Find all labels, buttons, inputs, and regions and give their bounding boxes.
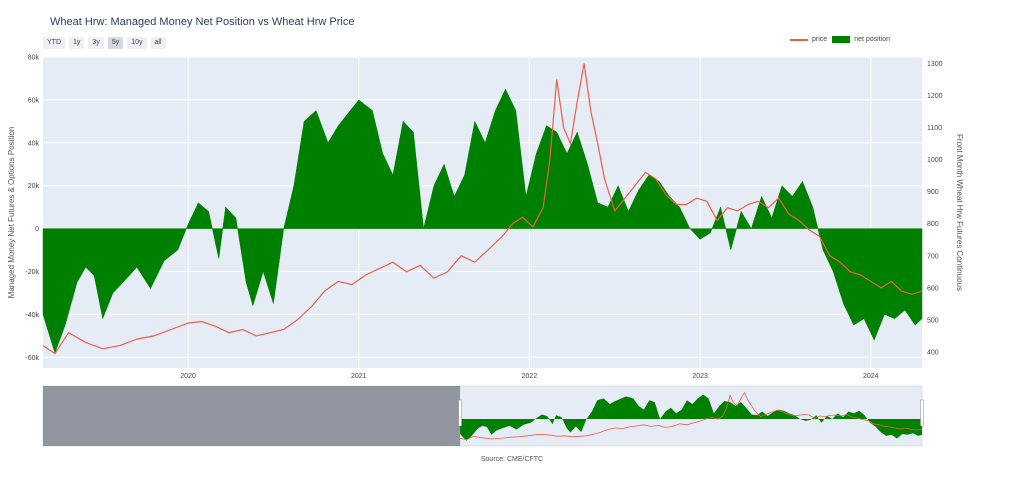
- range-button-1y[interactable]: 1y: [69, 37, 85, 49]
- right-y-tick-label: 900: [927, 189, 939, 196]
- left-y-tick-label: -20k: [25, 269, 39, 276]
- right-y-tick-label: 800: [927, 221, 939, 228]
- price-line: [42, 63, 923, 355]
- source-note: Source: CME/CFTC: [480, 456, 544, 463]
- right-y-tick-label: 1300: [927, 61, 943, 68]
- range-slider-net-area: [460, 394, 922, 441]
- left-y-tick-label: 60k: [28, 97, 40, 104]
- legend-label-net-position: net position: [854, 36, 890, 43]
- right-y-tick-label: 1000: [927, 157, 943, 164]
- net-position-series: [42, 88, 923, 354]
- range-button-ytd[interactable]: YTD: [43, 37, 65, 49]
- range-slider-left-handle[interactable]: [458, 399, 462, 427]
- left-y-tick-label: -40k: [25, 312, 39, 319]
- x-tick-label: 2020: [180, 373, 196, 380]
- right-y-ticks: 400 500 600 700 800 900 1000 1100 1200 1300: [927, 61, 943, 357]
- legend-swatch-price: [790, 38, 808, 41]
- range-button-10y[interactable]: 10y: [127, 37, 147, 49]
- left-y-tick-label: 80k: [28, 55, 40, 62]
- left-axis-label: Managed Money Net Futures & Options Posi…: [7, 127, 16, 299]
- left-y-tick-label: 40k: [28, 140, 40, 147]
- right-y-tick-label: 700: [927, 253, 939, 260]
- x-tick-label: 2022: [522, 373, 538, 380]
- x-tick-label: 2021: [351, 373, 367, 380]
- range-selector: YTD 1y 3y 5y 10y all: [43, 37, 166, 49]
- right-y-tick-label: 1100: [927, 125, 942, 132]
- net-position-area: [42, 88, 923, 354]
- x-ticks: 2020 2021 2022 2023 2024: [180, 373, 878, 380]
- range-slider-price-line: [460, 391, 923, 441]
- x-tick-label: 2024: [863, 373, 879, 380]
- range-button-all[interactable]: all: [150, 37, 166, 49]
- legend: price net position: [790, 36, 890, 43]
- left-y-ticks: -60k -40k -20k 0 20k 40k 60k 80k: [25, 55, 39, 362]
- range-slider[interactable]: [42, 385, 924, 447]
- price-series: [42, 63, 923, 355]
- right-y-tick-label: 1200: [927, 93, 943, 100]
- range-button-3y[interactable]: 3y: [88, 37, 104, 49]
- right-y-tick-label: 600: [927, 285, 939, 292]
- range-slider-right-handle[interactable]: [920, 399, 924, 427]
- left-y-tick-label: 20k: [28, 183, 40, 190]
- right-y-tick-label: 400: [927, 349, 939, 356]
- right-axis-label: Front Month Wheat Hrw Futures Continuous: [955, 134, 964, 291]
- legend-item-price[interactable]: price: [790, 36, 827, 43]
- legend-swatch-net-position: [832, 36, 851, 43]
- legend-label-price: price: [812, 36, 828, 43]
- x-tick-label: 2023: [692, 373, 708, 380]
- left-y-tick-label: -60k: [25, 355, 39, 362]
- legend-item-net-position[interactable]: net position: [832, 36, 890, 43]
- chart-title: Wheat Hrw: Managed Money Net Position vs…: [50, 16, 355, 28]
- left-y-tick-label: 0: [35, 226, 39, 233]
- range-slider-mask: [43, 386, 461, 446]
- right-y-tick-label: 500: [927, 317, 939, 324]
- range-button-5y[interactable]: 5y: [107, 37, 124, 49]
